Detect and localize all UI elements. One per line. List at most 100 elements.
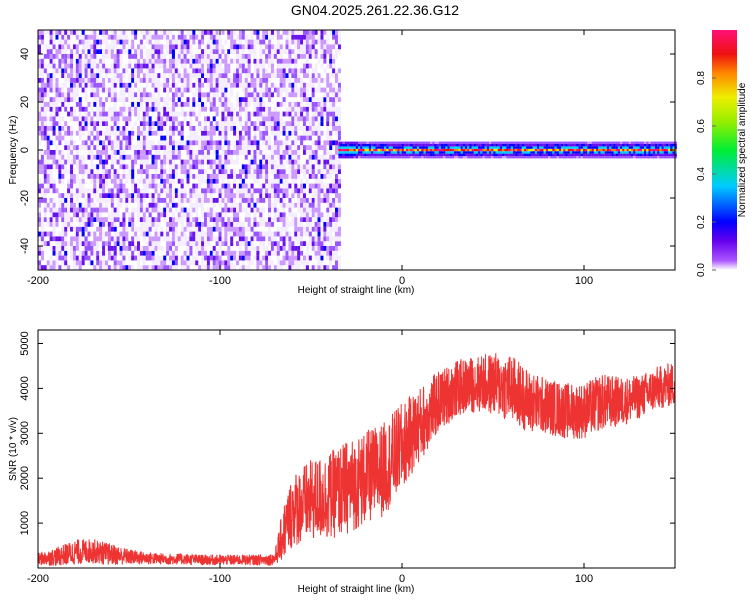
spectrogram-cell — [236, 140, 240, 146]
spectrogram-cell — [75, 260, 79, 266]
spectrogram-cell — [87, 212, 91, 218]
spectrogram-cell — [134, 193, 138, 198]
spectrogram-cell — [253, 212, 257, 218]
spectrogram-cell — [90, 241, 94, 246]
spectrogram-cell — [311, 174, 315, 179]
spectrogram-cell — [335, 212, 339, 218]
spectrogram-cell — [314, 246, 318, 251]
spectrogram-cell — [291, 154, 295, 160]
spectrogram-cell — [454, 153, 457, 156]
spectrogram-cell — [157, 222, 161, 227]
spectrogram-cell — [297, 236, 301, 242]
spectrogram-cell — [335, 92, 339, 98]
spectrogram-cell — [166, 212, 170, 218]
spectrogram-cell — [93, 121, 97, 126]
spectrogram-cell — [317, 111, 321, 117]
spectrogram-cell — [467, 156, 470, 159]
spectrogram-cell — [241, 169, 245, 174]
spectrogram-cell — [55, 92, 59, 98]
spectrogram-cell — [320, 49, 324, 54]
spectrogram-cell — [142, 30, 146, 35]
spectrogram-cell — [110, 140, 114, 146]
spectrogram-cell — [244, 135, 248, 141]
spectrogram-cell — [227, 82, 231, 88]
spectrogram-cell — [288, 130, 292, 136]
spectrogram-cell — [75, 188, 79, 194]
spectrogram-cell — [626, 146, 629, 149]
spectrogram-cell — [302, 121, 306, 126]
spectrogram-cell — [300, 78, 304, 83]
spectrogram-cell — [96, 73, 100, 78]
spectrogram-cell — [381, 153, 385, 156]
spectrogram-cell — [40, 226, 44, 232]
spectrogram-cell — [291, 250, 295, 256]
spectrogram-cell — [221, 198, 225, 203]
spectrogram-cell — [70, 207, 74, 213]
spectrogram-cell — [116, 178, 120, 184]
spectrogram-cell — [589, 144, 592, 147]
spectrogram-cell — [440, 141, 444, 144]
spectrogram-cell — [192, 30, 196, 35]
spectrogram-cell — [230, 44, 234, 50]
spectrogram-cell — [412, 146, 415, 149]
spectrogram-cell — [238, 222, 242, 227]
spectrogram-cell — [552, 153, 555, 156]
spectrogram-cell — [302, 193, 306, 198]
spectrogram-cell — [250, 39, 254, 45]
spectrogram-cell — [587, 153, 590, 156]
spectrogram-cell — [224, 116, 228, 122]
spectrogram-cell — [169, 121, 173, 126]
spectrogram-cell — [311, 207, 315, 213]
spectrogram-cell — [78, 183, 82, 189]
spectrogram-cell — [102, 250, 106, 256]
spectrogram-cell — [119, 178, 123, 184]
spectrogram-cell — [513, 156, 516, 159]
spectrogram-cell — [233, 126, 237, 131]
spectrogram-cell — [326, 202, 330, 208]
spectrogram-cell — [291, 212, 295, 218]
spectrogram-cell — [134, 111, 138, 117]
spectrogram-cell — [273, 241, 277, 246]
spectrogram-cell — [174, 39, 178, 45]
spectrogram-cell — [171, 49, 175, 54]
spectrogram-cell — [236, 217, 240, 222]
spectrogram-cell — [40, 130, 44, 136]
spectrogram-cell — [517, 141, 520, 144]
spectrogram-cell — [323, 92, 327, 98]
spectrogram-cell — [163, 174, 167, 179]
spectrogram-cell — [128, 106, 132, 112]
spectrogram-cell — [180, 135, 184, 141]
spectrogram-cell — [96, 260, 100, 266]
spectrogram-cell — [58, 63, 62, 69]
spectrogram-cell — [432, 153, 435, 156]
spectrogram-cell — [154, 145, 158, 150]
spectrogram-cell — [337, 82, 341, 88]
spectrogram-cell — [38, 73, 41, 78]
spectrogram-cell — [320, 116, 324, 122]
spectrogram-cell — [279, 68, 283, 74]
spectrogram-cell — [215, 255, 219, 261]
spectrogram-cell — [78, 236, 82, 242]
spectrogram-cell — [128, 145, 132, 150]
spectrogram-cell — [332, 202, 336, 208]
spectrogram-cell — [192, 183, 196, 189]
spectrogram-cell — [353, 151, 356, 154]
spectrogram-cell — [300, 260, 304, 266]
spectrogram-cell — [81, 63, 85, 69]
spectrogram-cell — [302, 73, 306, 78]
spectrogram-cell — [131, 222, 135, 227]
spectrogram-cell — [484, 153, 487, 156]
spectrogram-cell — [148, 54, 152, 59]
spectrogram-cell — [454, 141, 457, 144]
spectrogram-cell — [288, 159, 292, 165]
spectrogram-cell — [107, 241, 111, 246]
spectrogram-cell — [302, 265, 306, 270]
spectrogram-cell — [423, 156, 426, 159]
spectrogram-cell — [49, 260, 53, 266]
spectrogram-cell — [617, 153, 621, 156]
spectrogram-cell — [626, 156, 629, 159]
spectrogram-cell — [659, 156, 662, 159]
spectrogram-cell — [238, 226, 242, 232]
spectrogram-cell — [145, 217, 149, 222]
spectrogram-cell — [294, 73, 298, 78]
